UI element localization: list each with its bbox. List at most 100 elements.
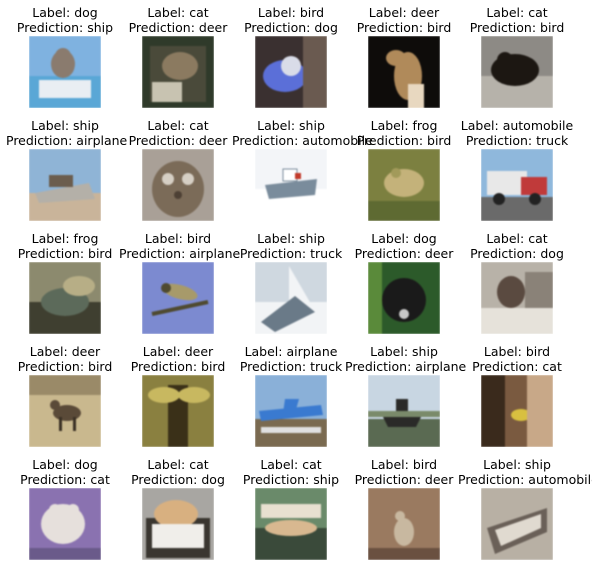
label-prefix: Label: (32, 457, 75, 472)
label-value: dog (74, 5, 98, 20)
label-value: bird (186, 231, 212, 246)
label-prefix: Label: (370, 344, 413, 359)
thumbnail-image (368, 262, 440, 334)
label-prefix: Label: (486, 5, 529, 20)
label-prefix: Label: (31, 118, 74, 133)
label-text: Label: dog (6, 457, 124, 472)
label-prefix: Label: (257, 5, 300, 20)
prediction-text: Prediction: ship (232, 472, 350, 487)
prediction-value: dog (540, 246, 564, 261)
label-value: bird (412, 457, 438, 472)
prediction-text: Prediction: dog (232, 20, 350, 35)
prediction-prefix: Prediction: (458, 472, 529, 487)
thumbnail-image (255, 488, 327, 560)
thumbnail-image (368, 36, 440, 108)
prediction-cell: Label: dog Prediction: deer (345, 231, 463, 344)
prediction-prefix: Prediction: (131, 472, 202, 487)
prediction-cell: Label: dog Prediction: cat (6, 457, 124, 570)
label-text: Label: dog (345, 231, 463, 246)
prediction-text: Prediction: ship (6, 20, 124, 35)
prediction-text: Prediction: cat (6, 472, 124, 487)
prediction-prefix: Prediction: (20, 472, 91, 487)
prediction-text: Prediction: airplane (345, 359, 466, 374)
label-prefix: Label: (29, 344, 72, 359)
label-value: automobile (502, 118, 574, 133)
prediction-cell: Label: frog Prediction: bird (345, 118, 463, 231)
prediction-cell: Label: frog Prediction: bird (6, 231, 124, 344)
label-value: ship (73, 118, 99, 133)
label-text: Label: cat (119, 118, 237, 133)
label-text: Label: ship (345, 344, 463, 359)
label-prefix: Label: (486, 231, 529, 246)
thumbnail-image (481, 375, 553, 447)
label-text: Label: cat (458, 231, 576, 246)
prediction-cell: Label: automobile Prediction: truck (458, 118, 576, 231)
thumbnail-image (255, 36, 327, 108)
label-prefix: Label: (147, 457, 190, 472)
label-text: Label: cat (119, 5, 237, 20)
prediction-prefix: Prediction: (128, 20, 199, 35)
label-value: dog (74, 457, 98, 472)
label-text: Label: deer (119, 344, 237, 359)
label-prefix: Label: (257, 118, 300, 133)
prediction-value: airplane (76, 133, 128, 148)
prediction-prefix: Prediction: (16, 20, 88, 35)
prediction-cell: Label: ship Prediction: airplane (345, 344, 466, 457)
label-text: Label: cat (232, 457, 350, 472)
prediction-prefix: Prediction: (6, 133, 77, 148)
thumbnail-image (368, 488, 440, 560)
prediction-value: bird (540, 20, 565, 35)
prediction-cell: Label: cat Prediction: dog (119, 457, 237, 570)
prediction-prefix: Prediction: (465, 133, 537, 148)
label-value: ship (412, 344, 438, 359)
prediction-text: Prediction: truck (458, 133, 576, 148)
prediction-prefix: Prediction: (17, 359, 89, 374)
prediction-value: truck (310, 246, 343, 261)
label-prefix: Label: (147, 118, 190, 133)
prediction-cell: Label: bird Prediction: airplane (119, 231, 240, 344)
label-text: Label: bird (232, 5, 350, 20)
label-prefix: Label: (32, 5, 75, 20)
prediction-text: Prediction: bird (6, 246, 124, 261)
prediction-text: Prediction: bird (345, 133, 463, 148)
prediction-prefix: Prediction: (472, 359, 543, 374)
label-value: cat (189, 118, 209, 133)
label-value: frog (73, 231, 99, 246)
prediction-text: Prediction: deer (119, 20, 237, 35)
label-text: Label: automobile (458, 118, 576, 133)
prediction-prefix: Prediction: (356, 133, 428, 148)
prediction-cell: Label: cat Prediction: deer (119, 118, 237, 231)
prediction-text: Prediction: deer (119, 133, 237, 148)
label-value: deer (184, 344, 214, 359)
label-text: Label: ship (6, 118, 124, 133)
prediction-cell: Label: ship Prediction: airplane (6, 118, 128, 231)
thumbnail-image (481, 262, 553, 334)
label-prefix: Label: (244, 344, 287, 359)
prediction-value: cat (542, 359, 562, 374)
prediction-prefix: Prediction: (239, 246, 311, 261)
prediction-text: Prediction: bird (6, 359, 124, 374)
label-prefix: Label: (483, 457, 526, 472)
prediction-text: Prediction: truck (232, 246, 350, 261)
prediction-cell: Label: ship Prediction: automobile (458, 457, 592, 570)
label-value: cat (528, 231, 548, 246)
label-value: cat (528, 5, 548, 20)
prediction-text: Prediction: automobile (458, 472, 592, 487)
label-text: Label: deer (6, 344, 124, 359)
prediction-cell: Label: ship Prediction: automobile (232, 118, 373, 231)
prediction-text: Prediction: bird (458, 20, 576, 35)
prediction-text: Prediction: deer (345, 472, 463, 487)
prediction-text: Prediction: bird (345, 20, 463, 35)
prediction-text: Prediction: dog (119, 472, 237, 487)
prediction-prefix: Prediction: (469, 20, 541, 35)
thumbnail-image (368, 375, 440, 447)
thumbnail-image (255, 375, 327, 447)
label-value: ship (299, 231, 325, 246)
prediction-text: Prediction: deer (345, 246, 463, 261)
prediction-value: ship (87, 20, 114, 35)
prediction-value: bird (201, 359, 226, 374)
prediction-cell: Label: airplane Prediction: truck (232, 344, 350, 457)
prediction-value: automobile (302, 133, 373, 148)
thumbnail-image (481, 488, 553, 560)
prediction-prefix: Prediction: (356, 20, 428, 35)
